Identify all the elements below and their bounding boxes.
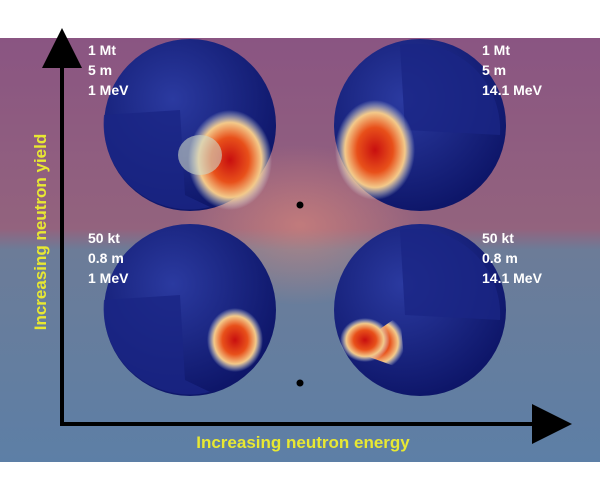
sphere	[103, 39, 276, 211]
energy-label: 1 MeV	[88, 270, 129, 286]
sphere	[334, 224, 506, 396]
yield-label: 50 kt	[88, 230, 120, 246]
sphere	[103, 224, 276, 396]
dot	[296, 201, 304, 209]
distance-label: 0.8 m	[482, 250, 518, 266]
distance-label: 5 m	[482, 62, 506, 78]
distance-label: 5 m	[88, 62, 112, 78]
y-axis-label: Increasing neutron yield	[31, 134, 50, 331]
sphere	[334, 39, 506, 211]
x-axis-label: Increasing neutron energy	[196, 433, 410, 452]
yield-label: 1 Mt	[482, 42, 510, 58]
energy-label: 14.1 MeV	[482, 270, 543, 286]
energy-label: 1 MeV	[88, 82, 129, 98]
yield-label: 1 Mt	[88, 42, 116, 58]
dot	[296, 379, 304, 387]
energy-label: 14.1 MeV	[482, 82, 543, 98]
distance-label: 0.8 m	[88, 250, 124, 266]
yield-label: 50 kt	[482, 230, 514, 246]
